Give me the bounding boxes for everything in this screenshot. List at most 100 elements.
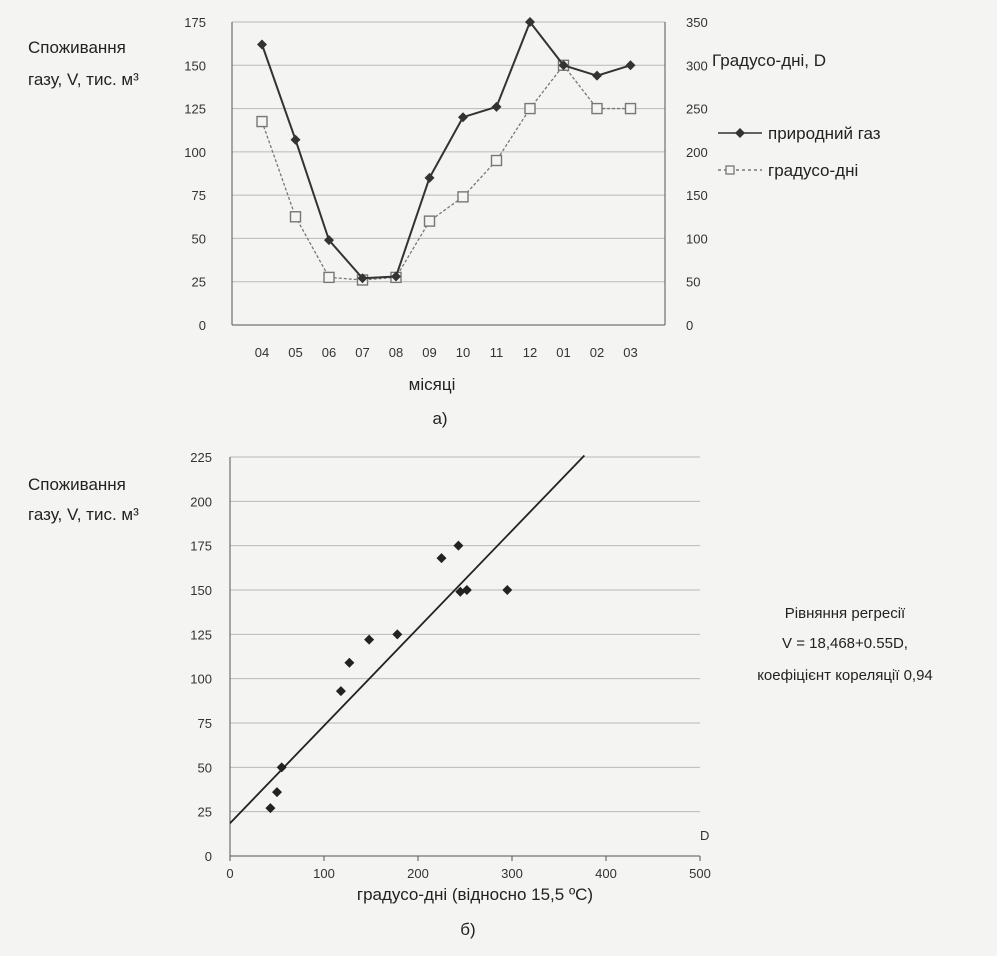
chart-a-left-tick-labels: 0 25 50 75 100 125 150 175 (184, 15, 206, 333)
y-right-tick-0: 0 (686, 318, 693, 333)
y-right-tick-200: 200 (686, 145, 708, 160)
scatter-point-3 (276, 762, 287, 773)
scatter-point-12 (502, 585, 513, 595)
x-tick-12: 12 (523, 345, 537, 360)
point-degree-days-12 (524, 102, 536, 115)
chart-a-xlabel: місяці (409, 375, 456, 394)
y-left-tick-175: 175 (184, 15, 206, 30)
legend-item-degree-days: градусо-дні (718, 161, 858, 180)
point-degree-days-06 (323, 271, 335, 284)
chart-b-y-tick-labels: 0 25 50 75 100 125 150 175 200 225 (190, 450, 212, 864)
y-tick-b-150: 150 (190, 583, 212, 598)
x-tick-06: 06 (322, 345, 336, 360)
chart-b-xlabel: градусо-дні (відносно 15,5 ºC) (357, 885, 593, 904)
correlation-coefficient: коефіцієнт кореляції 0,94 (757, 667, 933, 684)
y-right-tick-250: 250 (686, 102, 708, 117)
point-degree-days-11 (490, 154, 503, 167)
x-tick-04: 04 (255, 345, 269, 360)
y-tick-b-200: 200 (190, 494, 212, 509)
chart-a-ylabel-right: Градусо-дні, D (712, 51, 826, 70)
chart-b-x-tick-labels: 0 100 200 300 400 500 (226, 866, 710, 881)
y-tick-b-225: 225 (190, 450, 212, 465)
chart-a-ylabel-left-line2: газу, V, тис. м³ (28, 70, 139, 89)
y-tick-b-25: 25 (198, 805, 212, 820)
x-tick-b-500: 500 (689, 866, 711, 881)
legend-label-gas: природний газ (768, 124, 881, 143)
y-left-tick-125: 125 (184, 102, 206, 117)
point-gas-07 (357, 273, 368, 284)
x-tick-b-0: 0 (226, 866, 233, 881)
scatter-point-8 (436, 553, 447, 564)
legend-marker-gas (735, 128, 745, 138)
scatter-point-4 (335, 686, 346, 697)
scatter-point-1 (265, 803, 276, 814)
x-tick-b-100: 100 (313, 866, 335, 881)
point-degree-days-09 (423, 215, 436, 227)
y-tick-b-0: 0 (205, 849, 212, 864)
regression-equation: V = 18,468+0.55D, (782, 635, 908, 652)
point-degree-days-10 (457, 191, 469, 203)
chart-a-legend: природний газ градусо-дні (718, 124, 881, 180)
x-tick-09: 09 (422, 345, 436, 360)
y-left-tick-75: 75 (192, 188, 206, 203)
point-gas-06 (324, 235, 334, 246)
x-tick-05: 05 (288, 345, 302, 360)
point-gas-08 (391, 271, 401, 282)
chart-b-regression (229, 454, 586, 824)
y-tick-b-125: 125 (190, 627, 212, 642)
chart-b-ylabel-line1: Споживання (28, 475, 126, 494)
y-right-tick-50: 50 (686, 275, 700, 290)
chart-b-x-axis-tag: D (700, 828, 709, 843)
regression-annotation: Рівняння регресії V = 18,468+0.55D, коеф… (757, 605, 933, 684)
chart-a-gridlines (232, 21, 665, 283)
y-tick-b-175: 175 (190, 539, 212, 554)
y-left-tick-50: 50 (192, 231, 206, 246)
point-gas-05 (290, 134, 301, 145)
chart-a-ylabel-left-line1: Споживання (28, 38, 126, 57)
scatter-point-9 (453, 540, 464, 551)
point-gas-02 (592, 70, 602, 81)
scatter-point-6 (364, 634, 375, 645)
y-left-tick-25: 25 (192, 275, 206, 290)
x-tick-01: 01 (556, 345, 570, 360)
point-gas-10 (458, 112, 468, 123)
series-line-degree-days (261, 64, 631, 281)
chart-b-axes (229, 457, 701, 861)
x-tick-b-200: 200 (407, 866, 429, 881)
chart-b: 0 25 50 75 100 125 150 175 200 225 0 100 200 300 400 5… (28, 450, 933, 939)
point-gas-11 (491, 101, 502, 112)
chart-b-ylabel-line2: газу, V, тис. м³ (28, 505, 139, 524)
chart-a-axes (231, 22, 666, 326)
chart-a-series (256, 17, 637, 286)
chart-b-panel-label: б) (460, 920, 475, 939)
point-degree-days-04 (256, 115, 268, 128)
x-tick-08: 08 (389, 345, 403, 360)
y-left-tick-100: 100 (184, 145, 206, 160)
point-degree-days-05 (289, 211, 302, 223)
scatter-point-7 (392, 629, 403, 640)
point-gas-12 (525, 17, 535, 27)
x-tick-10: 10 (456, 345, 470, 360)
x-tick-11: 11 (490, 345, 504, 360)
x-tick-b-400: 400 (595, 866, 617, 881)
point-gas-09 (424, 172, 435, 183)
y-right-tick-350: 350 (686, 15, 708, 30)
chart-a-panel-label: а) (432, 409, 447, 428)
point-degree-days-03 (624, 102, 637, 115)
legend-marker-degree-days (725, 165, 735, 175)
y-right-tick-100: 100 (686, 231, 708, 246)
point-gas-03 (625, 60, 636, 71)
y-tick-b-50: 50 (198, 760, 212, 775)
y-tick-b-100: 100 (190, 672, 212, 687)
y-left-tick-0: 0 (199, 318, 206, 333)
legend-label-degree-days: градусо-дні (768, 161, 858, 180)
point-degree-days-02 (591, 102, 603, 115)
regression-line (229, 454, 586, 824)
point-gas-04 (257, 39, 267, 50)
x-tick-07: 07 (355, 345, 369, 360)
y-right-tick-300: 300 (686, 58, 708, 73)
x-tick-03: 03 (623, 345, 637, 360)
point-gas-01 (558, 60, 569, 71)
